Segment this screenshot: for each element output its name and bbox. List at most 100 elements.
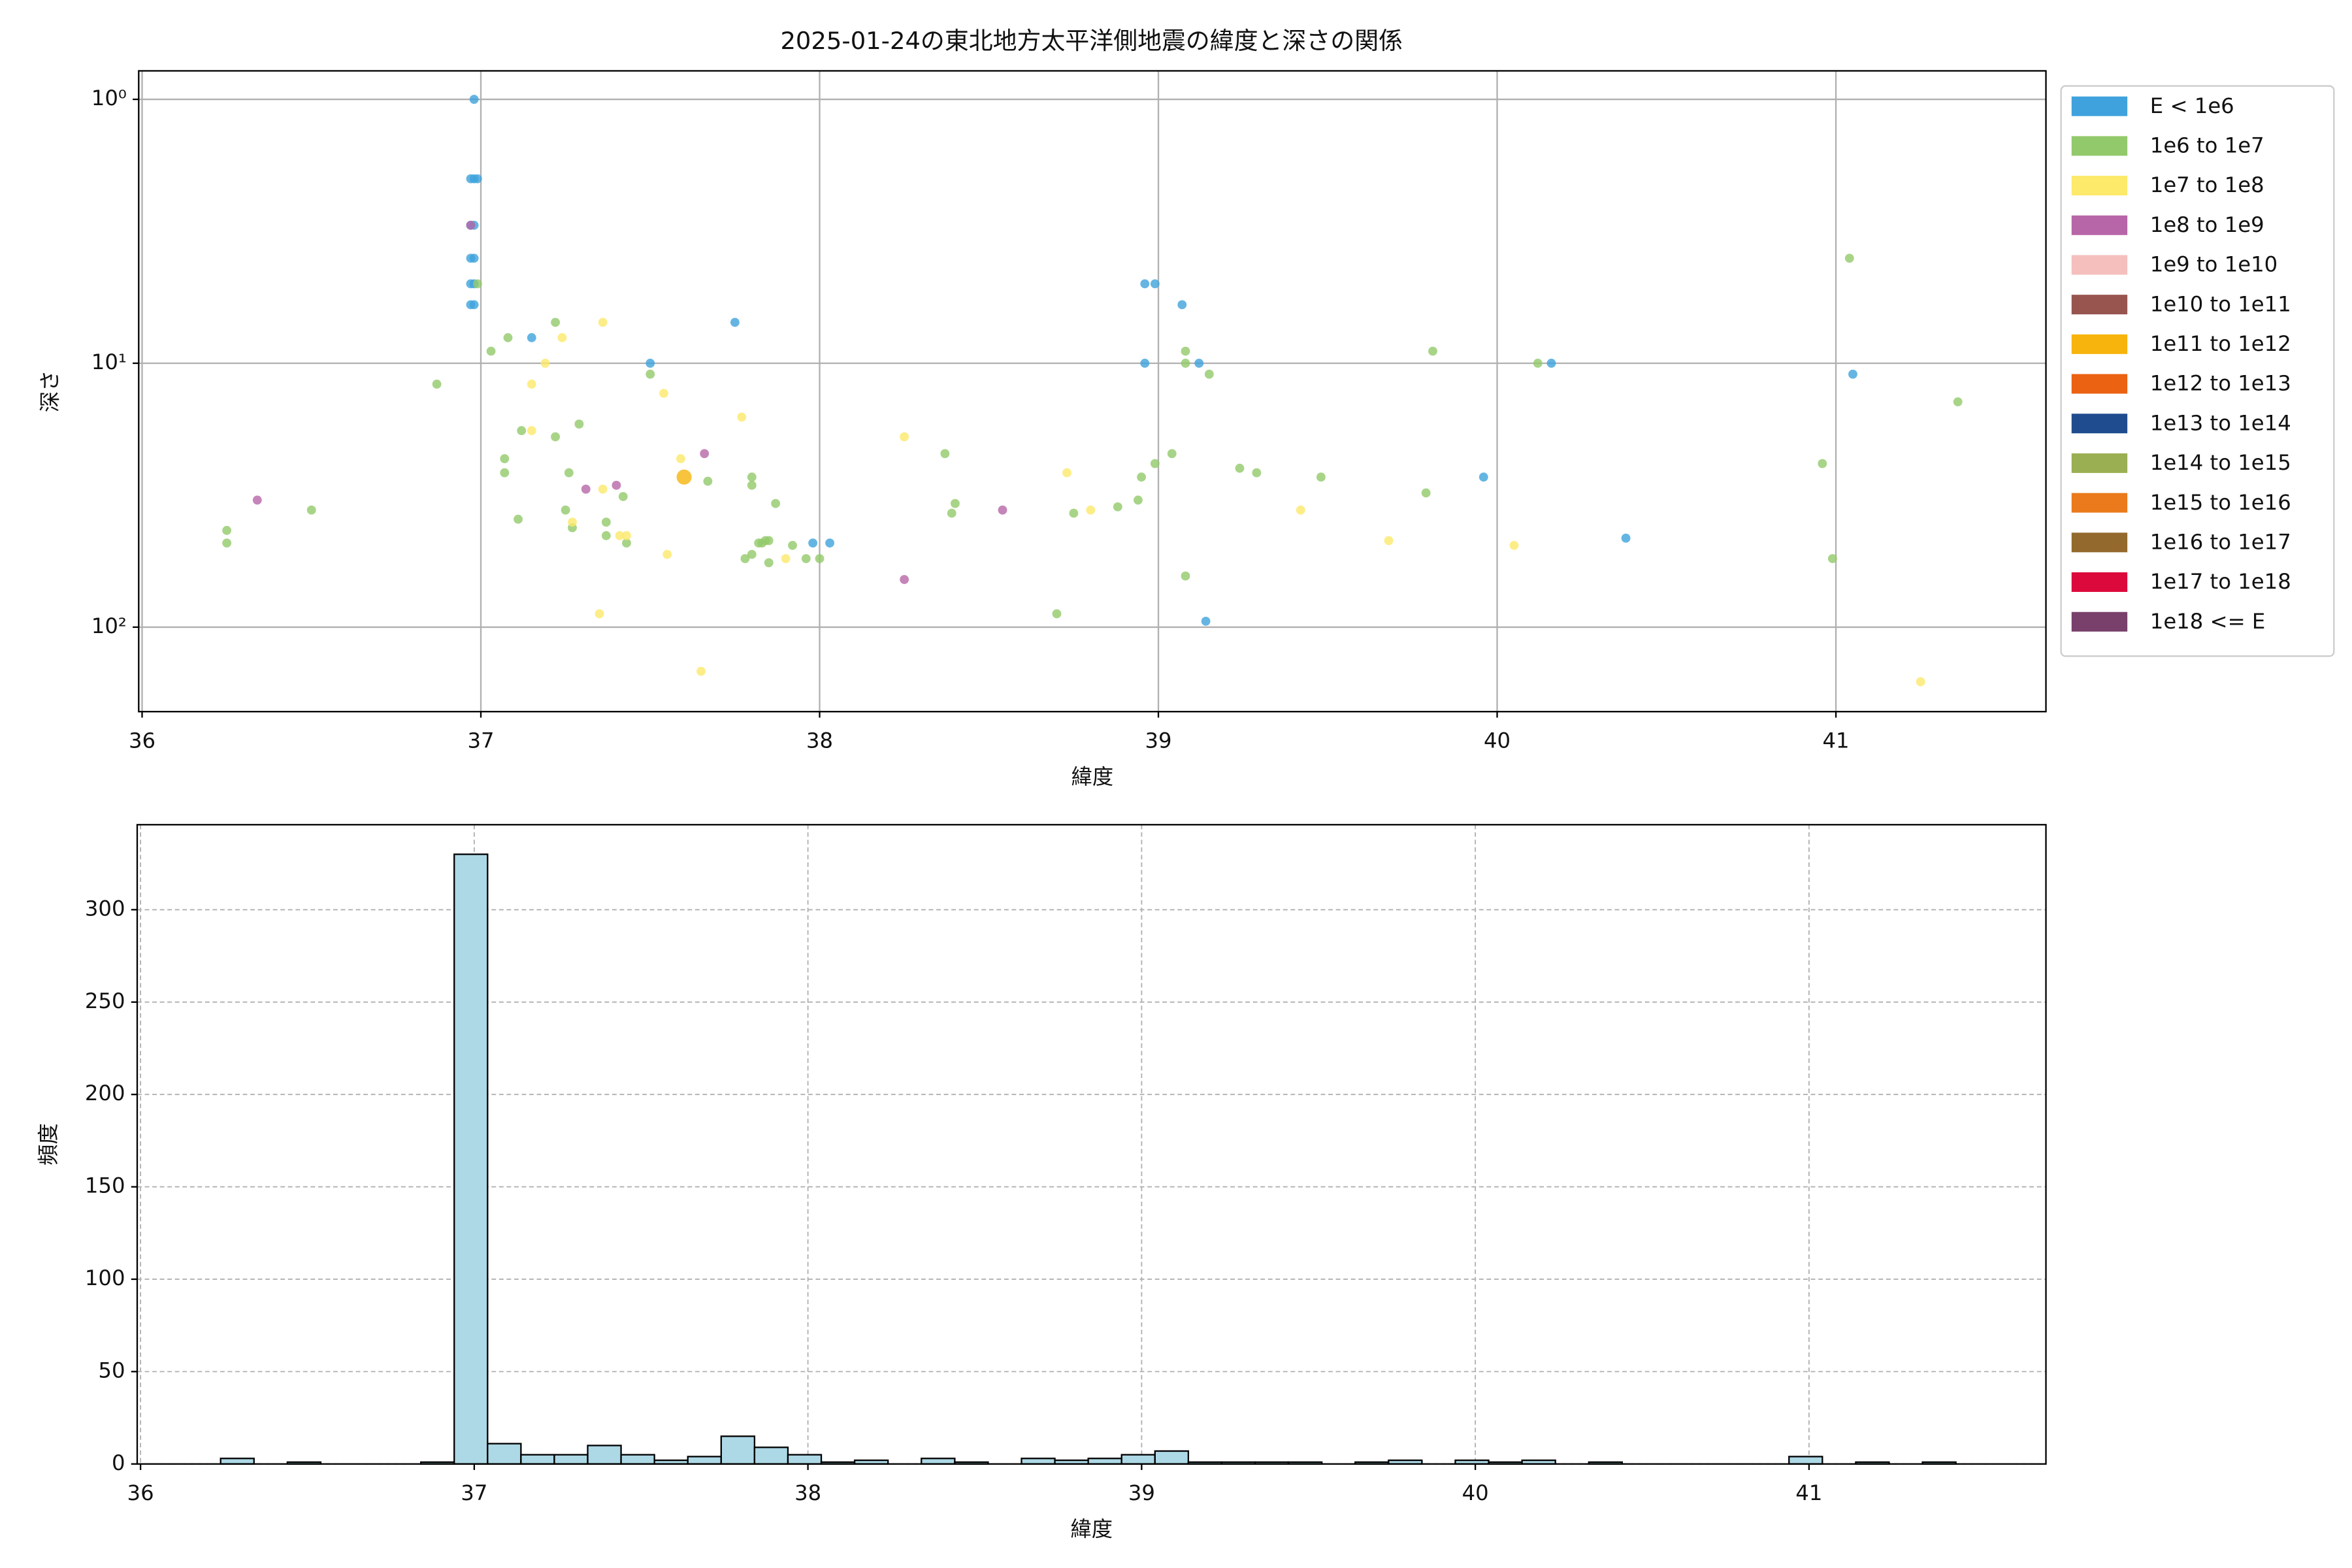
point bbox=[469, 253, 479, 263]
point bbox=[825, 538, 834, 548]
point bbox=[1181, 346, 1190, 356]
legend-label: 1e13 to 1e14 bbox=[2150, 410, 2291, 435]
x-tick-label: 36 bbox=[127, 1480, 154, 1505]
point bbox=[1509, 540, 1519, 550]
point bbox=[747, 480, 757, 490]
point bbox=[551, 432, 561, 442]
point bbox=[503, 333, 513, 342]
point bbox=[612, 480, 621, 490]
point bbox=[676, 454, 685, 464]
point bbox=[622, 531, 631, 540]
point bbox=[466, 220, 476, 230]
point bbox=[730, 318, 740, 327]
point bbox=[527, 426, 536, 436]
bar bbox=[921, 1458, 956, 1465]
point bbox=[764, 536, 774, 546]
point bbox=[561, 505, 570, 515]
point bbox=[951, 498, 960, 508]
bar bbox=[1120, 1454, 1156, 1465]
legend-swatch bbox=[2071, 414, 2128, 434]
plot-frame bbox=[136, 824, 2047, 1465]
point bbox=[747, 549, 757, 559]
bar bbox=[1154, 1450, 1190, 1465]
point bbox=[645, 369, 655, 379]
point bbox=[564, 468, 574, 478]
point bbox=[1844, 253, 1854, 263]
point bbox=[1167, 449, 1177, 459]
bar bbox=[1087, 1458, 1122, 1465]
point bbox=[540, 359, 550, 368]
point bbox=[900, 575, 909, 584]
legend-label: 1e8 to 1e9 bbox=[2150, 212, 2264, 237]
point bbox=[771, 498, 781, 508]
point bbox=[676, 469, 692, 485]
point bbox=[1916, 677, 1925, 687]
bar bbox=[1021, 1458, 1056, 1465]
point bbox=[527, 380, 536, 389]
legend-label: E < 1e6 bbox=[2150, 93, 2234, 118]
point bbox=[1069, 508, 1079, 518]
point bbox=[622, 538, 631, 548]
point bbox=[1181, 359, 1190, 368]
y-axis-label: 頻度 bbox=[36, 1123, 61, 1166]
point bbox=[781, 554, 791, 563]
x-tick-label: 39 bbox=[1128, 1480, 1155, 1505]
point bbox=[514, 514, 523, 524]
y-tick-label: 0 bbox=[112, 1450, 125, 1475]
point bbox=[754, 538, 764, 548]
point bbox=[595, 609, 604, 619]
point bbox=[432, 380, 442, 389]
point bbox=[469, 300, 479, 310]
point bbox=[1062, 468, 1071, 478]
point bbox=[1201, 616, 1211, 626]
point bbox=[1533, 359, 1543, 368]
point bbox=[662, 549, 672, 559]
point bbox=[1204, 369, 1214, 379]
legend-label: 1e10 to 1e11 bbox=[2150, 291, 2291, 316]
bar bbox=[787, 1454, 823, 1465]
point bbox=[252, 495, 262, 505]
legend-swatch bbox=[2071, 255, 2128, 275]
x-tick-label: 37 bbox=[467, 728, 494, 753]
point bbox=[1621, 533, 1631, 543]
legend-label: 1e9 to 1e10 bbox=[2150, 252, 2278, 277]
bar bbox=[220, 1458, 255, 1465]
point bbox=[527, 333, 536, 342]
point bbox=[568, 517, 577, 527]
legend-swatch bbox=[2071, 374, 2128, 394]
point bbox=[815, 554, 825, 563]
point bbox=[998, 505, 1007, 515]
point bbox=[1140, 279, 1150, 289]
bar bbox=[453, 853, 489, 1465]
x-tick-label: 40 bbox=[1484, 728, 1511, 753]
point bbox=[700, 449, 710, 459]
point bbox=[1848, 369, 1857, 379]
point bbox=[1140, 359, 1150, 368]
point bbox=[1235, 463, 1245, 473]
point bbox=[469, 95, 479, 104]
point bbox=[1137, 472, 1147, 482]
point bbox=[500, 468, 510, 478]
x-tick-label: 36 bbox=[129, 728, 155, 753]
legend-swatch bbox=[2071, 453, 2128, 473]
point bbox=[618, 492, 628, 501]
point bbox=[601, 517, 611, 527]
point bbox=[598, 318, 608, 327]
point bbox=[808, 538, 818, 548]
point bbox=[598, 484, 608, 494]
legend-swatch bbox=[2071, 612, 2128, 632]
point bbox=[486, 346, 496, 356]
point bbox=[1150, 279, 1160, 289]
legend-label: 1e15 to 1e16 bbox=[2150, 490, 2291, 515]
point bbox=[764, 558, 774, 568]
x-axis-label: 緯度 bbox=[1071, 764, 1114, 789]
y-tick-label: 300 bbox=[85, 896, 125, 921]
y-tick-label: 250 bbox=[85, 988, 125, 1013]
bar bbox=[753, 1446, 789, 1465]
legend-swatch bbox=[2071, 572, 2128, 592]
x-tick-label: 37 bbox=[461, 1480, 487, 1505]
bar bbox=[520, 1454, 555, 1465]
point bbox=[1177, 300, 1187, 310]
chart-title: 2025-01-24の東北地方太平洋側地震の緯度と深さの関係 bbox=[780, 27, 1403, 55]
plot-frame bbox=[138, 70, 2047, 713]
